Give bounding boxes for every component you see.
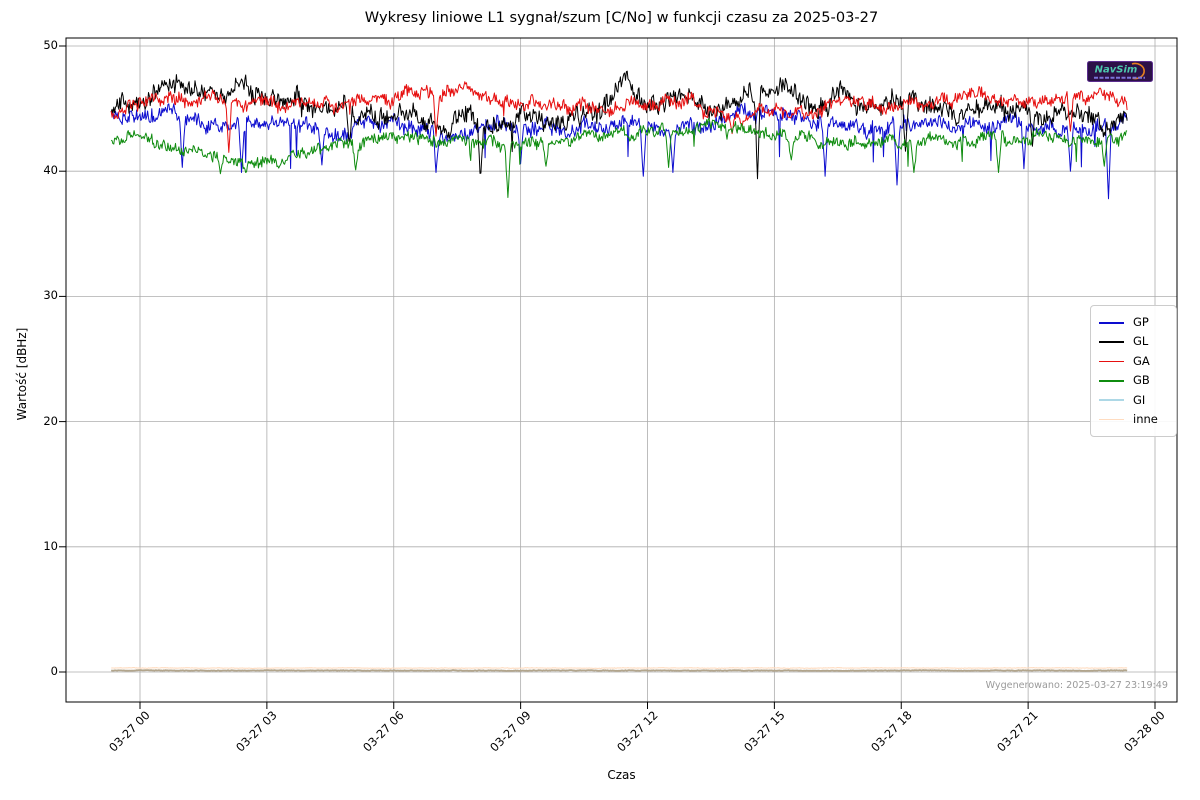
series-line-gi (110, 669, 1128, 672)
legend-label-ga: GA (1133, 353, 1150, 368)
grid-lines (66, 38, 1177, 702)
legend-label-gb: GB (1133, 373, 1150, 388)
series-line-gl (110, 70, 1128, 180)
legend-label-inne: inne (1133, 411, 1158, 426)
legend-line-gl (1099, 341, 1124, 343)
legend-entry-gb: GB (1099, 371, 1168, 390)
legend-entry-gl: GL (1099, 332, 1168, 351)
legend-line-gi (1099, 399, 1124, 402)
y-tick-label: 40 (43, 163, 58, 178)
plot-border (65, 37, 1178, 703)
data-series-layer (110, 70, 1128, 672)
chart-title: Wykresy liniowe L1 sygnał/szum [C/No] w … (364, 9, 879, 26)
legend-entry-ga: GA (1099, 352, 1168, 371)
legend-line-gb (1099, 380, 1124, 382)
navsim-logo-text: NavSim (1095, 65, 1138, 76)
y-tick-label: 0 (50, 664, 58, 678)
legend-label-gl: GL (1133, 334, 1149, 349)
series-line-inne (111, 666, 1128, 670)
legend-label-gp: GP (1133, 314, 1149, 329)
y-tick-label: 50 (43, 38, 58, 52)
axis-tick-marks (59, 45, 1156, 709)
legend-line-ga (1099, 360, 1124, 363)
y-tick-label: 30 (43, 288, 58, 303)
legend-label-gi: GI (1133, 392, 1146, 407)
legend-line-inne (1099, 418, 1124, 421)
series-line-ga (110, 81, 1128, 153)
navsim-logo: NavSim (1087, 61, 1153, 82)
legend-entry-inne: inne (1099, 410, 1168, 429)
legend-entry-gp: GP (1099, 313, 1168, 332)
legend-box: GP GL GA GB GI inne (1090, 305, 1177, 438)
navsim-logo-background (1087, 61, 1153, 82)
y-tick-label: 20 (43, 413, 58, 428)
y-tick-label: 10 (43, 538, 58, 553)
y-axis-label: Wartość [dBHz] (15, 327, 29, 421)
legend-line-gp (1099, 321, 1124, 324)
series-line-gp (110, 102, 1128, 200)
navsim-logo-swoosh (1131, 62, 1145, 80)
series-line-gb (110, 118, 1128, 198)
x-axis-label: Czas (607, 768, 636, 782)
legend-entry-gi: GI (1099, 391, 1168, 410)
generated-timestamp: Wygenerowano: 2025-03-27 23:19:49 (985, 680, 1168, 691)
